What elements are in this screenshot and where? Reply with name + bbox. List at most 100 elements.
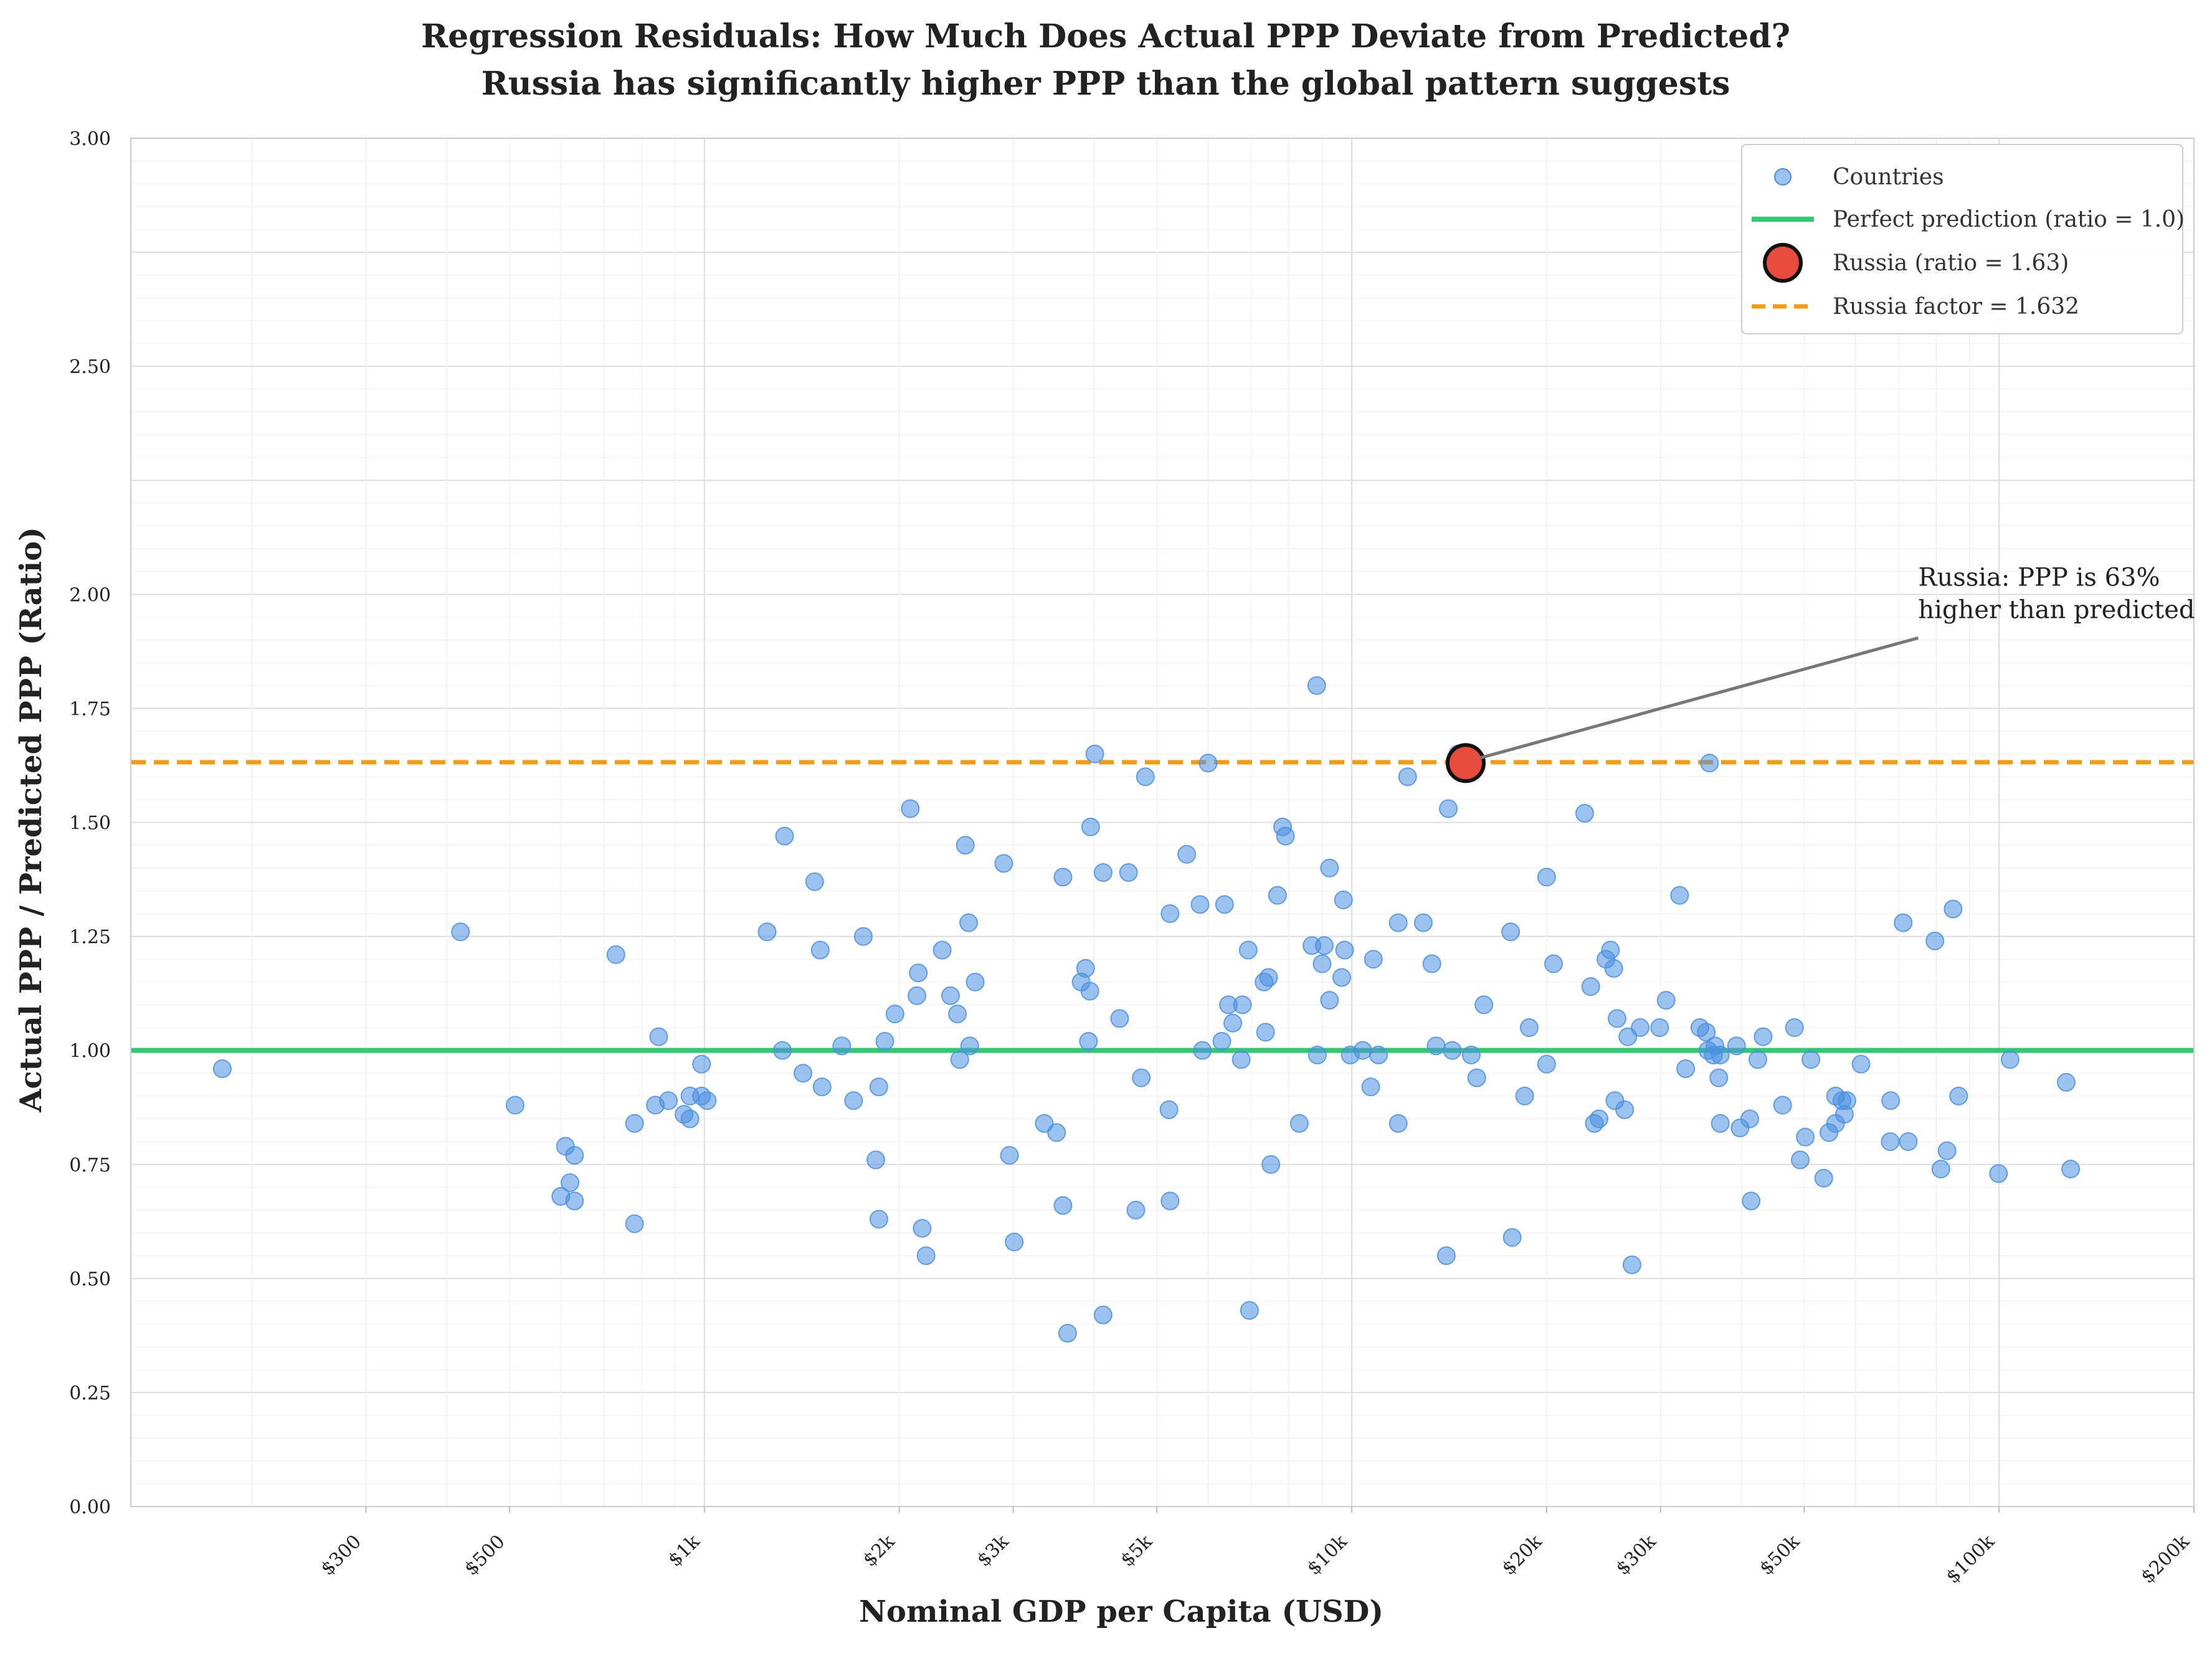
annotation-arrow	[1479, 636, 1919, 760]
country-point	[1080, 982, 1099, 1001]
country-point	[1161, 1191, 1180, 1211]
country-point	[1369, 1045, 1388, 1064]
country-points	[212, 676, 2081, 1343]
country-point	[680, 1109, 700, 1128]
country-point	[1119, 863, 1138, 882]
country-point	[885, 1005, 904, 1024]
country-point	[692, 1054, 711, 1074]
country-point	[1937, 1141, 1957, 1160]
country-point	[1461, 1045, 1481, 1064]
country-point	[1711, 1045, 1730, 1064]
y-tick-label: 1.50	[69, 813, 111, 835]
country-point	[950, 1050, 969, 1069]
country-point	[1631, 1018, 1650, 1038]
country-point	[1079, 1032, 1098, 1051]
country-point	[1439, 799, 1458, 818]
country-point	[1519, 1018, 1539, 1038]
country-point	[1334, 890, 1353, 909]
country-point	[1581, 977, 1600, 996]
country-point	[994, 854, 1013, 873]
country-point	[812, 1077, 832, 1097]
country-point	[1796, 1127, 1815, 1147]
legend: Countries Perfect prediction (ratio = 1.…	[1741, 144, 2185, 334]
legend-countries-label: Countries	[1833, 164, 1944, 190]
country-point	[1467, 1068, 1486, 1087]
country-point	[1132, 1068, 1151, 1087]
grid	[131, 138, 2195, 1507]
country-point	[1085, 744, 1104, 764]
country-point	[1268, 886, 1287, 905]
country-point	[1709, 1068, 1729, 1087]
y-tick-label: 0.00	[69, 1497, 111, 1518]
country-point	[1000, 1146, 1019, 1165]
country-point	[1537, 868, 1556, 887]
country-point	[698, 1091, 717, 1110]
country-point	[1199, 754, 1218, 773]
y-tick-label: 1.75	[69, 698, 111, 720]
country-point	[1944, 899, 1963, 919]
country-point	[1047, 1123, 1066, 1142]
country-point	[775, 826, 794, 846]
country-point	[1240, 1301, 1259, 1320]
country-point	[875, 1032, 895, 1051]
country-point	[1314, 936, 1334, 955]
country-point	[1676, 1059, 1696, 1078]
country-point	[1604, 958, 1623, 978]
country-point	[1837, 1091, 1856, 1110]
country-point	[844, 1091, 863, 1110]
country-point	[1740, 1109, 1759, 1128]
legend-perfect-label: Perfect prediction (ratio = 1.0)	[1833, 207, 2185, 232]
country-point	[1335, 940, 1354, 960]
country-point	[810, 940, 830, 960]
country-point	[649, 1027, 668, 1046]
country-point	[794, 1064, 813, 1083]
country-point	[1093, 1305, 1113, 1325]
country-point	[866, 1150, 885, 1170]
country-point	[1136, 767, 1155, 787]
country-point	[1748, 1050, 1767, 1069]
russia-annotation: Russia: PPP is 63% higher than predicted	[1479, 563, 2195, 760]
country-point	[1259, 968, 1278, 987]
country-point	[1989, 1164, 2008, 1183]
country-point	[1801, 1050, 1821, 1069]
country-point	[1190, 895, 1210, 914]
country-point	[1212, 1032, 1232, 1051]
country-point	[1159, 1100, 1179, 1119]
country-point	[1320, 991, 1339, 1010]
russia-point	[1445, 743, 1486, 783]
country-point	[451, 922, 470, 942]
legend-russia-marker	[1763, 243, 1803, 283]
country-point	[2000, 1050, 2020, 1069]
country-point	[1312, 954, 1332, 973]
country-point	[1223, 1013, 1243, 1033]
country-point	[1320, 858, 1339, 878]
country-point	[1443, 1041, 1462, 1060]
y-tick-label: 1.25	[69, 927, 111, 949]
country-point	[1501, 922, 1521, 942]
country-point	[505, 1095, 525, 1115]
annotation-text-line: higher than predicted	[1918, 595, 2195, 624]
y-tick-label: 2.50	[69, 356, 111, 378]
country-point	[1307, 676, 1326, 695]
country-point	[1894, 913, 1913, 932]
country-point	[941, 986, 960, 1005]
country-point	[869, 1209, 888, 1229]
country-point	[1426, 1036, 1446, 1056]
country-point	[2061, 1160, 2081, 1179]
country-point	[1256, 1023, 1275, 1042]
country-point	[1899, 1132, 1918, 1152]
country-point	[1232, 1050, 1251, 1069]
country-point	[869, 1077, 888, 1097]
country-point	[1053, 1196, 1073, 1215]
country-point	[1515, 1086, 1534, 1105]
country-point	[1697, 1023, 1716, 1042]
country-point	[1361, 1077, 1380, 1097]
country-point	[1308, 1045, 1327, 1064]
y-tick-label: 2.00	[69, 584, 111, 606]
country-point	[1754, 1027, 1773, 1046]
country-point	[1436, 1246, 1456, 1266]
country-point	[1544, 954, 1563, 973]
y-axis-ticks: 0.00 0.25 0.50 0.75 1.00 1.25 1.50 1.75 2.00 2.50…	[69, 128, 111, 1518]
country-point	[805, 872, 824, 891]
